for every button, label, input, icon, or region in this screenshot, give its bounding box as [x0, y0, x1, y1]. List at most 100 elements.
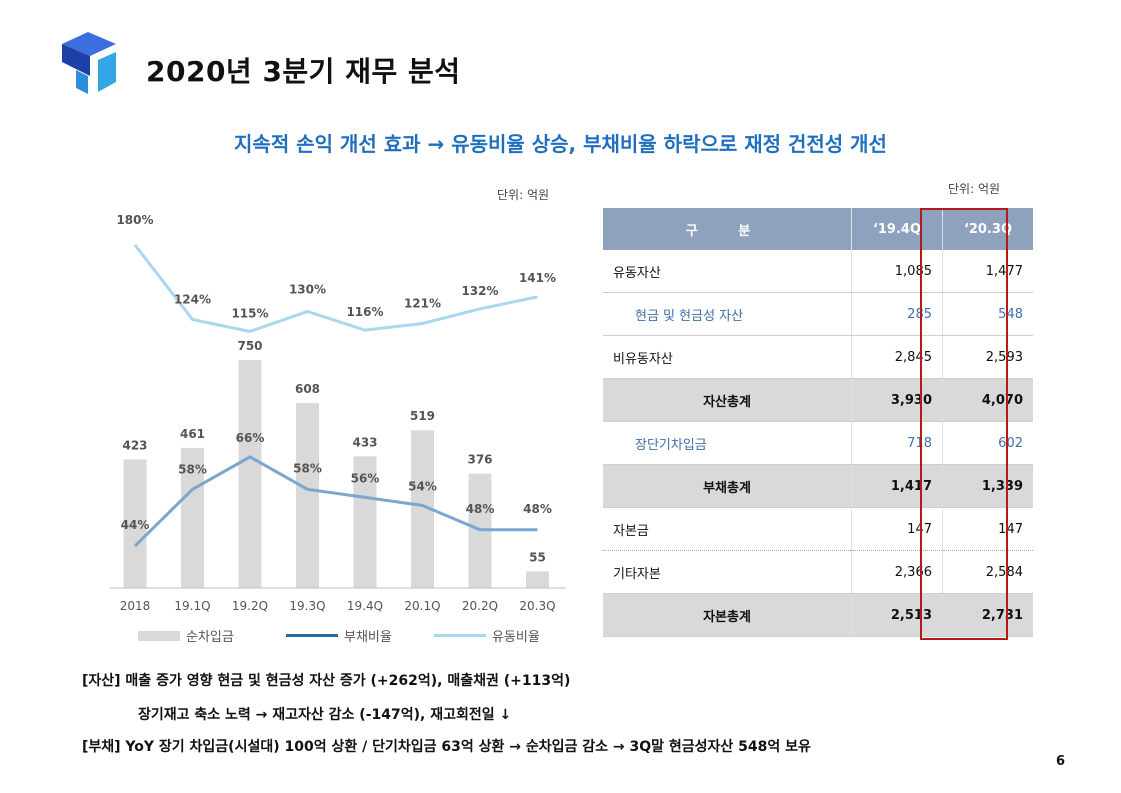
row-value-20-3q: 602: [942, 421, 1033, 465]
row-label: 자본금: [603, 507, 852, 551]
row-label: 유동자산: [603, 250, 852, 293]
debt-ratio-line: [133, 455, 538, 548]
x-tick-label: 20.3Q: [519, 599, 555, 613]
bar-19.2Q: [238, 360, 262, 588]
bar-19.4Q: [353, 456, 377, 588]
current-ratio-label: 115%: [231, 306, 268, 320]
row-value-19-4q: 147: [851, 507, 943, 551]
page-number: 6: [1056, 754, 1066, 769]
bar-20.3Q: [526, 571, 549, 588]
table-row: 기타자본 2,366 2,584: [603, 550, 1033, 594]
debt-ratio-label: 48%: [466, 502, 495, 516]
row-value-19-4q: 718: [851, 421, 943, 465]
legend-label: 부채비율: [344, 630, 392, 645]
bar-label: 376: [467, 453, 492, 467]
x-tick-label: 2018: [120, 599, 151, 613]
note-assets: [자산] 매출 증가 영향 현금 및 현금성 자산 증가 (+262억), 매출…: [82, 673, 571, 689]
bar-label: 519: [410, 409, 435, 423]
row-value-20-3q: 2,584: [942, 550, 1033, 594]
current-ratio-label: 132%: [461, 284, 498, 298]
current-ratio-line: [133, 244, 538, 334]
bar-19.1Q: [181, 447, 204, 588]
page-title: 2020년 3분기 재무 분석: [146, 55, 461, 88]
table-row: 자본총계 2,513 2,731: [603, 593, 1033, 637]
bar-2018: [123, 459, 147, 588]
legend-label: 순차입금: [186, 630, 234, 645]
header-category: 구 분: [603, 208, 852, 250]
row-value-20-3q: 2,731: [942, 593, 1033, 637]
x-tick-label: 20.2Q: [462, 599, 498, 613]
chart-unit-label: 단위: 억원: [497, 188, 550, 202]
current-ratio-label: 130%: [289, 283, 326, 297]
legend-item-debt-ratio: 부채비율: [286, 626, 392, 645]
legend-line-swatch: [434, 634, 486, 637]
row-value-20-3q: 1,477: [942, 250, 1033, 293]
debt-ratio-label: 44%: [121, 518, 150, 532]
bar-label: 433: [352, 435, 377, 449]
legend-line-swatch: [286, 634, 338, 637]
company-logo-icon: [62, 32, 116, 94]
bar-label: 750: [237, 339, 262, 353]
row-label: 기타자본: [603, 550, 852, 594]
table-row: 자산총계 3,930 4,070: [603, 378, 1033, 422]
row-value-19-4q: 2,366: [851, 550, 943, 594]
bar-label: 608: [295, 382, 320, 396]
header-20-3q: ‘20.3Q: [942, 208, 1033, 250]
row-value-19-4q: 1,417: [851, 464, 943, 508]
x-tick-label: 19.2Q: [232, 599, 268, 613]
x-tick-label: 20.1Q: [404, 599, 440, 613]
balance-sheet-table: 구 분 ‘19.4Q ‘20.3Q 유동자산 1,085 1,477 현금 및 현금성…: [603, 208, 1033, 637]
row-value-19-4q: 2,845: [851, 335, 943, 379]
debt-ratio-label: 48%: [523, 502, 552, 516]
x-tick-label: 19.1Q: [174, 599, 210, 613]
row-label: 부채총계: [603, 464, 852, 508]
note-liabilities: [부채] YoY 장기 차입금(시설대) 100억 상환 / 단기차입금 63억…: [82, 739, 811, 755]
table-row: 자본금 147 147: [603, 507, 1033, 551]
debt-ratio-label: 54%: [408, 480, 437, 494]
debt-ratio-label: 66%: [236, 431, 265, 445]
row-label: 현금 및 현금성 자산: [603, 292, 852, 336]
legend-item-current-ratio: 유동비율: [434, 626, 540, 645]
financial-chart: 423 461 750 608 433 519 376 55 2018 19.1Q 19.2Q 19.…: [110, 213, 566, 613]
row-value-20-3q: 4,070: [942, 378, 1033, 422]
row-label: 비유동자산: [603, 335, 852, 379]
current-ratio-label: 121%: [404, 296, 441, 310]
row-label: 자본총계: [603, 593, 852, 637]
x-tick-label: 19.4Q: [347, 599, 383, 613]
x-tick-label: 19.3Q: [289, 599, 325, 613]
current-ratio-label: 141%: [519, 271, 556, 285]
debt-ratio-label: 58%: [178, 462, 207, 476]
current-ratio-label: 116%: [346, 305, 383, 319]
bar-label: 461: [180, 427, 205, 441]
legend-bar-swatch: [138, 630, 180, 641]
row-label: 장단기차입금: [603, 421, 852, 465]
bar-label: 423: [122, 438, 147, 452]
bar-19.3Q: [296, 403, 319, 588]
table-row: 유동자산 1,085 1,477: [603, 250, 1033, 293]
note-inventory: 장기재고 축소 노력 → 재고자산 감소 (-147억), 재고회전일 ↓: [138, 707, 512, 723]
row-value-20-3q: 548: [942, 292, 1033, 336]
row-value-19-4q: 1,085: [851, 250, 943, 293]
table-row: 현금 및 현금성 자산 285 548: [603, 292, 1033, 336]
table-row: 장단기차입금 718 602: [603, 421, 1033, 465]
debt-ratio-label: 58%: [293, 461, 322, 475]
table-unit-label: 단위: 억원: [948, 182, 1001, 196]
row-value-20-3q: 2,593: [942, 335, 1033, 379]
legend-item-net-debt: 순차입금: [138, 626, 234, 645]
table-header-row: 구 분 ‘19.4Q ‘20.3Q: [603, 208, 1033, 250]
page-subtitle: 지속적 손익 개선 효과 → 유동비율 상승, 부채비율 하락으로 재정 건전성…: [234, 132, 887, 156]
row-value-19-4q: 3,930: [851, 378, 943, 422]
bar-label: 55: [529, 550, 546, 564]
header-19-4q: ‘19.4Q: [851, 208, 943, 250]
row-value-20-3q: 147: [942, 507, 1033, 551]
row-value-20-3q: 1,339: [942, 464, 1033, 508]
table-row: 비유동자산 2,845 2,593: [603, 335, 1033, 379]
row-label: 자산총계: [603, 378, 852, 422]
debt-ratio-label: 56%: [351, 471, 380, 485]
legend-label: 유동비율: [492, 630, 540, 645]
row-value-19-4q: 2,513: [851, 593, 943, 637]
current-ratio-label: 124%: [174, 292, 211, 306]
table-row: 부채총계 1,417 1,339: [603, 464, 1033, 508]
row-value-19-4q: 285: [851, 292, 943, 336]
bar-20.1Q: [411, 430, 434, 588]
